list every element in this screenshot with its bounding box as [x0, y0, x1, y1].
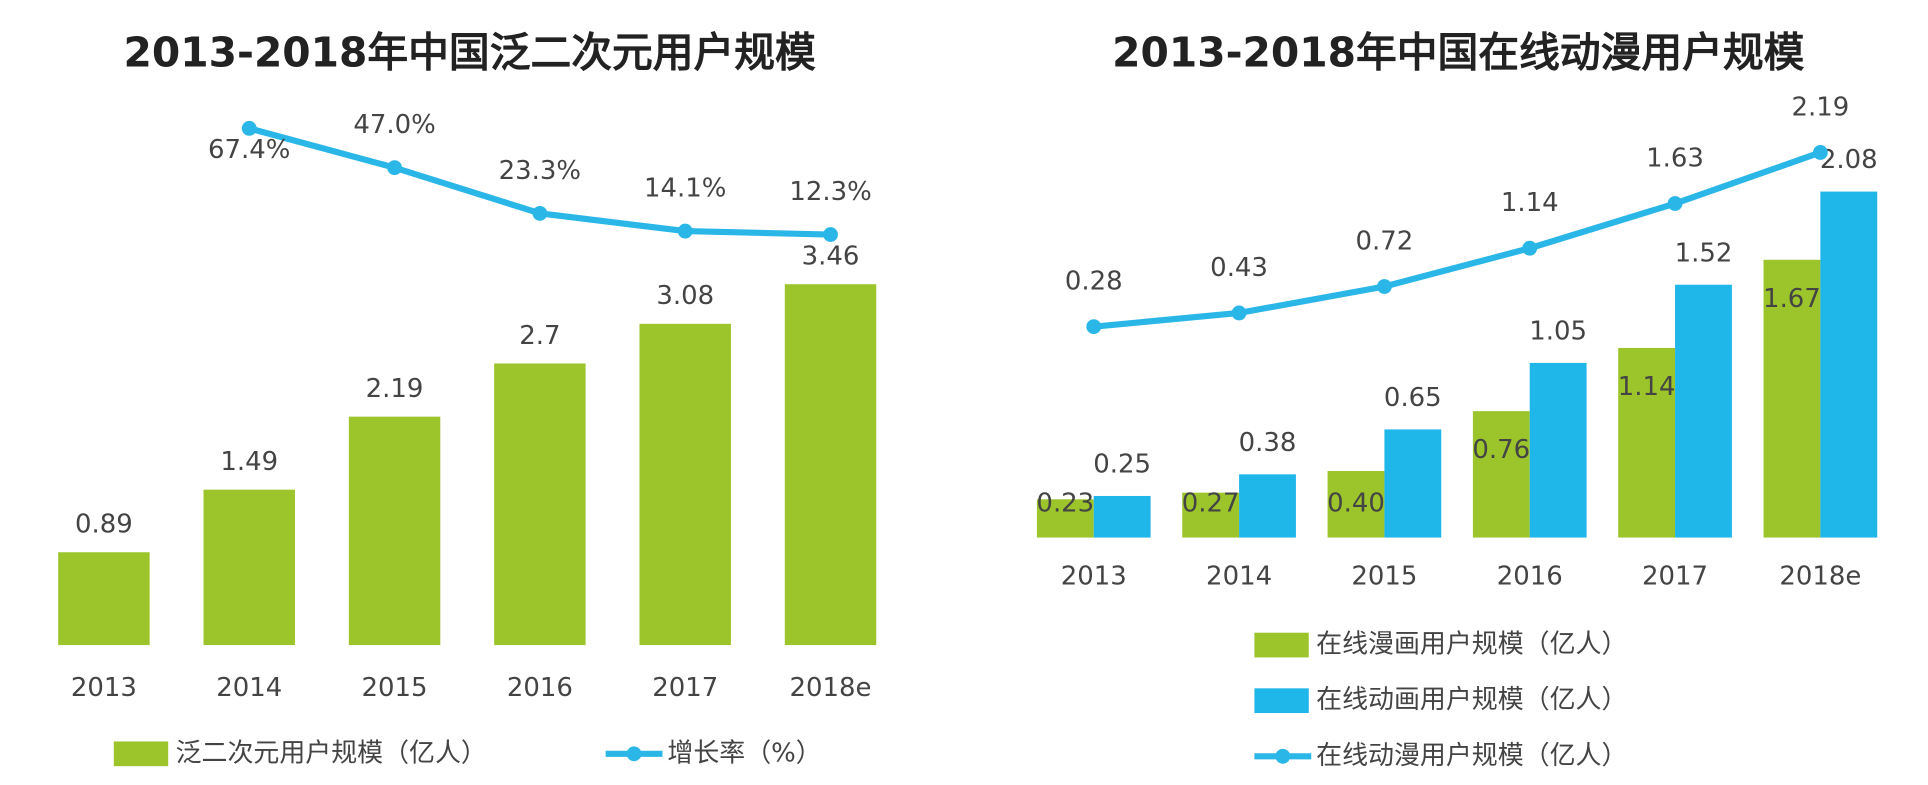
line-point: [241, 120, 257, 136]
data-label: 0.65: [1384, 383, 1442, 413]
data-label: 1.67: [1763, 284, 1821, 314]
x-tick-label: 2017: [1642, 562, 1708, 592]
bar: [1182, 492, 1240, 538]
line-point: [677, 223, 693, 239]
legend-marker: [1275, 748, 1291, 764]
line-point: [1667, 196, 1683, 211]
x-tick-label: 2018e: [790, 673, 872, 703]
x-tick-label: 2016: [507, 673, 573, 703]
data-label: 1.52: [1675, 238, 1733, 268]
legend-swatch: [1254, 632, 1309, 658]
data-label: 0.28: [1065, 267, 1123, 297]
legend-label: 泛二次元用户规模（亿人）: [176, 738, 487, 768]
bar: [1529, 362, 1587, 538]
line: [1093, 149, 1822, 330]
data-label: 12.3%: [789, 177, 871, 207]
line-point: [1376, 279, 1392, 294]
data-label: 47.0%: [353, 110, 435, 140]
legend-swatch: [1254, 688, 1309, 714]
line-point: [532, 205, 548, 221]
x-tick-label: 2013: [71, 673, 137, 703]
line-point: [823, 227, 838, 242]
data-label: 0.43: [1210, 253, 1268, 283]
data-label: 14.1%: [644, 174, 726, 204]
line-point: [1231, 305, 1247, 321]
bar: [784, 284, 877, 646]
x-tick-label: 2014: [216, 673, 282, 703]
data-label: 0.38: [1239, 428, 1297, 458]
bar: [1384, 429, 1442, 538]
bar: [639, 323, 731, 646]
bar: [348, 416, 441, 646]
chart-title: 2013-2018年中国泛二次元用户规模: [124, 29, 816, 77]
bar: [1763, 259, 1821, 538]
legend-label: 在线动漫用户规模（亿人）: [1316, 741, 1627, 771]
data-label: 2.7: [519, 321, 560, 351]
bar: [203, 489, 295, 646]
x-tick-label: 2015: [362, 673, 428, 703]
data-label: 0.89: [75, 510, 133, 540]
line-point: [387, 160, 402, 176]
data-label: 0.72: [1356, 227, 1414, 257]
bar: [1327, 471, 1385, 538]
data-label: 1.49: [220, 447, 278, 477]
bar: [1036, 499, 1094, 538]
line-point: [1812, 145, 1828, 160]
line-point: [1086, 319, 1102, 335]
legend-label: 在线漫画用户规模（亿人）: [1316, 630, 1627, 660]
data-label: 67.4%: [208, 135, 290, 165]
legend-swatch: [113, 741, 169, 767]
data-label: 0.40: [1327, 489, 1385, 519]
bar: [58, 552, 150, 646]
data-label: 3.08: [656, 281, 714, 311]
x-tick-label: 2018e: [1779, 562, 1861, 592]
chart-title: 2013-2018年中国在线动漫用户规模: [1112, 29, 1804, 77]
data-label: 2.19: [1791, 92, 1849, 122]
data-label: 1.14: [1618, 372, 1676, 402]
line-point: [1522, 240, 1538, 256]
data-label: 23.3%: [499, 156, 581, 186]
x-tick-label: 2015: [1351, 562, 1417, 592]
bar: [1472, 411, 1530, 538]
data-label: 0.27: [1182, 489, 1240, 519]
bar: [1618, 347, 1676, 538]
x-tick-label: 2016: [1497, 562, 1563, 592]
bar: [494, 363, 586, 646]
legend-marker: [626, 746, 642, 762]
data-label: 3.46: [802, 242, 860, 272]
data-label: 0.23: [1036, 489, 1094, 519]
x-tick-label: 2014: [1206, 562, 1272, 592]
data-label: 1.63: [1646, 144, 1704, 174]
legend-label: 在线动画用户规模（亿人）: [1316, 685, 1627, 715]
data-label: 0.25: [1093, 450, 1151, 480]
data-label: 2.19: [366, 374, 424, 404]
data-label: 2.08: [1820, 145, 1878, 175]
x-tick-label: 2017: [652, 673, 718, 703]
legend-label: 增长率（%）: [667, 738, 821, 768]
data-label: 0.76: [1472, 435, 1530, 465]
bar: [1239, 474, 1296, 538]
x-tick-label: 2013: [1061, 562, 1127, 592]
bar: [1093, 495, 1151, 538]
bar: [1820, 191, 1878, 538]
data-label: 1.14: [1501, 188, 1559, 218]
bar: [1675, 284, 1732, 538]
data-label: 1.05: [1529, 317, 1587, 347]
